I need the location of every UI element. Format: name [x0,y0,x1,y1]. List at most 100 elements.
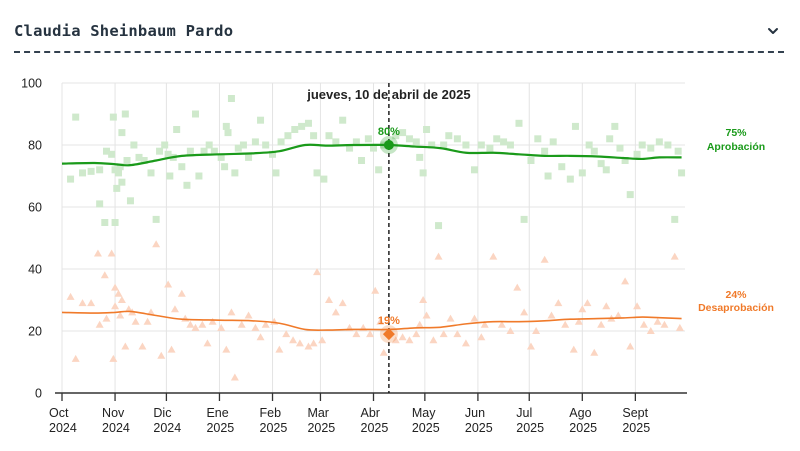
data-point-disapproval [304,342,313,350]
axes: 020406080100Oct2024Nov2024Dic2024Ene2025… [21,77,687,435]
data-point-approval [210,147,218,155]
data-point-approval [590,147,598,155]
data-point-approval [195,172,203,180]
data-point-approval [118,178,126,186]
data-point-approval [152,215,160,223]
data-point-approval [183,181,191,189]
y-tick-label: 60 [28,201,42,215]
data-point-approval [558,163,566,171]
data-point-disapproval [66,292,75,300]
data-point-approval [192,110,199,118]
data-point-approval [655,138,663,146]
data-point-disapproval [124,305,133,313]
data-point-disapproval [208,317,217,325]
data-point-approval [445,132,453,140]
scatter-points [66,95,686,381]
x-tick-year: 2025 [412,421,440,435]
data-point-approval [101,219,109,226]
data-point-approval [200,147,208,155]
data-point-disapproval [143,317,152,325]
end-value-label: 24% [725,289,747,301]
data-point-disapproval [217,323,226,331]
data-point-approval [462,141,470,149]
x-tick-year: 2024 [102,421,130,435]
data-point-approval [313,169,321,177]
data-point-disapproval [470,314,479,322]
data-point-disapproval [453,330,462,338]
data-point-disapproval [170,305,179,313]
data-point-approval [399,129,407,137]
x-tick-month: Nov [102,406,125,420]
data-point-approval [440,141,448,149]
data-point-approval [161,141,169,149]
data-point-disapproval [116,311,125,319]
data-point-approval [358,157,366,164]
data-point-disapproval [590,348,599,356]
data-point-disapproval [439,330,448,338]
data-point-disapproval [227,308,236,316]
data-point-approval [470,166,478,174]
data-point-approval [224,129,232,137]
data-point-approval [257,116,265,124]
data-point-disapproval [177,289,186,297]
x-tick-year: 2025 [516,421,544,435]
x-tick-month: Feb [260,406,282,420]
x-tick-year: 2024 [153,421,181,435]
data-point-disapproval [338,299,347,307]
section-header[interactable]: Claudia Sheinbaum Pardo [14,18,784,54]
data-point-approval [272,169,280,177]
data-point-disapproval [429,336,438,344]
data-point-approval [147,169,155,177]
data-point-approval [108,150,116,158]
data-point-approval [392,132,400,140]
data-point-approval [578,169,586,177]
data-point-disapproval [230,373,239,381]
data-point-disapproval [93,249,102,257]
data-point-approval [135,153,143,161]
data-point-disapproval [477,333,486,341]
data-point-approval [339,116,347,124]
data-point-disapproval [532,327,541,334]
data-point-approval [164,150,172,158]
data-point-disapproval [422,311,431,319]
data-point-approval [222,122,230,130]
data-point-approval [332,138,340,146]
data-point-approval [234,144,242,152]
y-tick-label: 100 [21,77,42,91]
end-series-label: Desaprobación [698,302,774,314]
data-point-disapproval [111,283,120,291]
section-title: Claudia Sheinbaum Pardo [14,22,234,40]
data-point-disapproval [282,330,291,338]
data-point-disapproval [675,323,684,331]
data-point-approval [416,153,424,161]
data-point-approval [118,129,126,137]
data-point-approval [419,169,427,177]
data-point-approval [114,169,122,177]
data-point-disapproval [660,320,669,328]
end-series-label: Aprobación [707,141,765,153]
x-tick-month: Oct [49,406,69,420]
data-point-disapproval [222,345,231,353]
x-tick-year: 2025 [622,421,650,435]
data-point-approval [113,184,121,192]
data-point-approval [111,219,119,226]
x-tick-year: 2025 [361,421,389,435]
x-tick-year: 2025 [206,421,234,435]
x-tick-year: 2025 [465,421,493,435]
data-point-approval [671,215,679,223]
data-point-disapproval [157,351,166,359]
data-point-disapproval [398,333,407,341]
data-point-approval [178,163,186,171]
data-point-disapproval [237,320,246,328]
data-point-approval [87,167,95,175]
data-point-approval [269,150,277,158]
data-point-approval [156,147,164,155]
data-point-disapproval [78,299,87,307]
y-tick-label: 40 [28,263,42,277]
data-point-approval [96,166,104,174]
data-point-disapproval [198,320,207,328]
chevron-down-icon[interactable] [766,24,780,38]
x-tick-year: 2025 [569,421,597,435]
data-point-disapproval [461,339,470,347]
